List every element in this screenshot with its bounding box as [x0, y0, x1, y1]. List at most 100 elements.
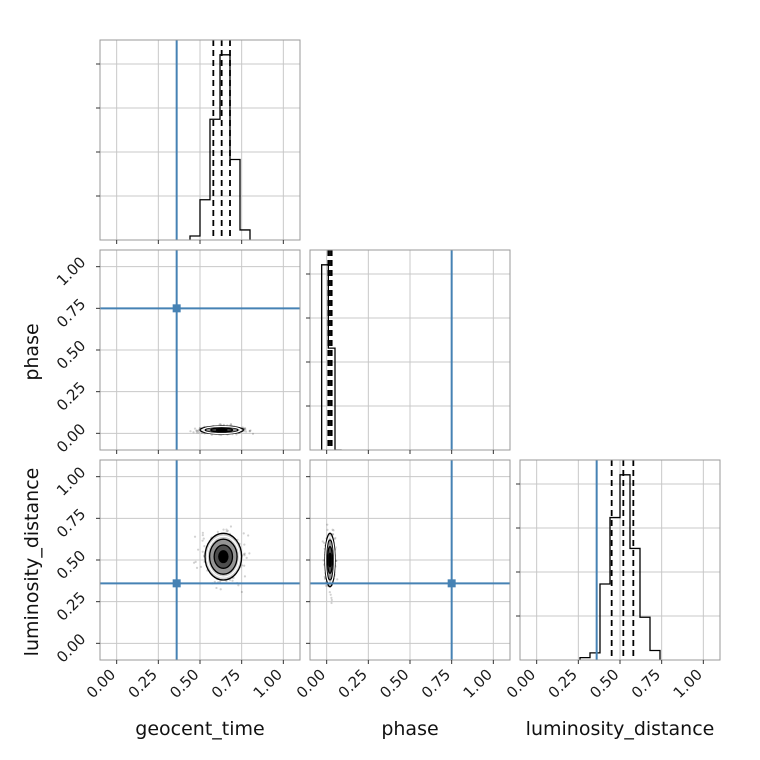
y-tick-label-3: 0.75: [53, 295, 89, 331]
panel-phase-vs-geocent_time: [96, 249, 301, 454]
sample-point: [335, 559, 338, 563]
sample-point: [231, 579, 234, 582]
x-tick-label-0: 0.00: [503, 666, 539, 702]
truth-marker: [172, 579, 181, 588]
sample-point: [322, 559, 325, 562]
sample-point: [193, 535, 197, 538]
x-tick-label-2: 0.50: [376, 666, 412, 702]
sample-point: [243, 552, 246, 555]
panel-content: [321, 250, 453, 450]
x-tick-label-4: 1.00: [460, 666, 496, 702]
sample-point: [218, 423, 221, 426]
sample-point: [237, 584, 240, 587]
xlabel-geocent-time: geocent_time: [135, 718, 264, 740]
sample-point: [196, 429, 200, 432]
panel-luminosity_distance-vs-phase: [306, 459, 511, 664]
sample-point: [210, 433, 213, 436]
sample-point: [323, 541, 326, 545]
x-tick-label-2: 0.50: [166, 666, 202, 702]
sample-point: [244, 430, 248, 433]
y-tick-label-2: 0.50: [53, 337, 89, 373]
panel-content: [100, 250, 300, 450]
sample-point: [248, 430, 251, 433]
truth-marker: [447, 579, 456, 588]
x-tick-label-1: 0.25: [335, 666, 371, 702]
panel-luminosity_distance-vs-geocent_time: [96, 459, 301, 664]
y-tick-label-0: 0.00: [53, 630, 89, 666]
sample-point: [336, 578, 339, 581]
sample-point: [251, 432, 255, 435]
y-tick-label-0: 0.00: [53, 420, 89, 456]
panel-luminosity_distance-vs-luminosity_distance: [516, 459, 721, 664]
sample-point: [243, 575, 247, 578]
sample-point: [243, 554, 246, 557]
sample-point: [324, 584, 328, 587]
x-tick-label-0: 0.00: [293, 666, 329, 702]
sample-point: [197, 548, 200, 551]
sample-point: [201, 550, 204, 553]
x-tick-label-4: 1.00: [250, 666, 286, 702]
sample-point: [328, 590, 331, 594]
y-tick-label-1: 0.25: [53, 378, 89, 414]
sample-point: [202, 537, 205, 540]
sample-point: [193, 427, 197, 430]
sample-point: [323, 575, 326, 578]
x-tick-label-3: 0.75: [628, 666, 664, 702]
sample-point: [330, 598, 333, 602]
x-tick-label-1: 0.25: [545, 666, 581, 702]
sample-point: [326, 528, 329, 531]
sample-point: [330, 596, 333, 600]
sample-point: [203, 545, 206, 548]
sample-point: [195, 431, 199, 434]
sample-point: [334, 536, 337, 540]
contour-highlight: [202, 425, 242, 435]
sample-point: [229, 422, 233, 426]
sample-point: [225, 530, 228, 533]
density-contour-3: [328, 552, 332, 568]
sample-point: [195, 566, 199, 569]
sample-point: [219, 580, 222, 583]
x-tick-label-3: 0.75: [208, 666, 244, 702]
y-tick-label-1: 0.25: [53, 588, 89, 624]
sample-point: [229, 525, 233, 528]
sample-point: [201, 533, 204, 537]
sample-point: [321, 540, 324, 543]
sample-point: [216, 530, 219, 533]
sample-point: [192, 561, 196, 564]
density-contour-3: [218, 550, 229, 564]
ylabel-luminosity-distance: luminosity_distance: [21, 468, 43, 657]
sample-point: [331, 528, 334, 531]
sample-point: [200, 432, 204, 435]
sample-point: [247, 534, 250, 537]
density-contour-3: [215, 428, 228, 432]
sample-point: [248, 429, 251, 433]
y-tick-label-4: 1.00: [53, 463, 89, 499]
sample-point: [219, 423, 222, 426]
sample-point: [199, 565, 203, 568]
sample-point: [323, 577, 327, 580]
x-tick-label-3: 0.75: [418, 666, 454, 702]
sample-point: [201, 539, 204, 542]
sample-point: [248, 552, 251, 555]
sample-point: [189, 430, 192, 433]
sample-point: [330, 601, 333, 605]
sample-point: [240, 590, 243, 594]
panel-geocent_time-vs-geocent_time: [96, 39, 301, 244]
x-tick-label-4: 1.00: [670, 666, 706, 702]
y-tick-label-4: 1.00: [53, 253, 89, 289]
sample-point: [195, 429, 198, 432]
histogram-luminosity_distance: [579, 474, 661, 660]
xlabel-phase: phase: [381, 718, 438, 740]
ylabel-phase: phase: [21, 323, 43, 380]
contour-highlight: [206, 535, 240, 578]
sample-point: [222, 528, 225, 531]
sample-point: [332, 529, 335, 532]
sample-point: [335, 559, 338, 562]
sample-point: [243, 564, 246, 567]
sample-point: [334, 546, 337, 549]
x-tick-label-2: 0.50: [586, 666, 622, 702]
sample-point: [201, 531, 204, 534]
sample-point: [326, 523, 329, 526]
sample-point: [192, 431, 195, 434]
sample-point: [195, 429, 198, 432]
